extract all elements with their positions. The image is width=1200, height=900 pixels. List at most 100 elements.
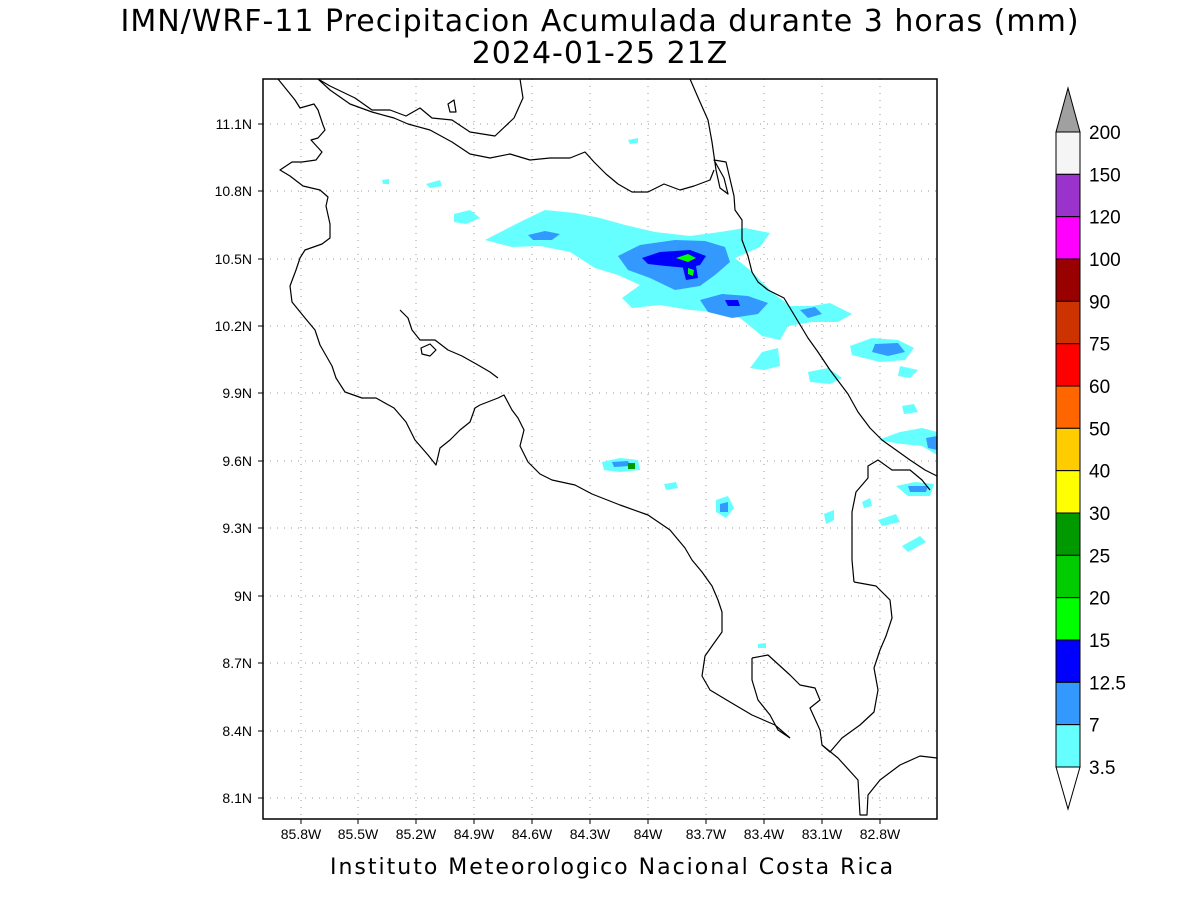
lat-label: 9N bbox=[234, 588, 252, 604]
colorbar-label: 30 bbox=[1089, 504, 1110, 525]
rain-area-east-coast-2 bbox=[902, 404, 918, 414]
lat-label: 9.6N bbox=[222, 453, 252, 469]
colorbar-swatch bbox=[1055, 681, 1081, 726]
lon-label: 83.1W bbox=[802, 826, 843, 842]
colorbar-label: 40 bbox=[1089, 462, 1110, 483]
colorbar-swatch bbox=[1055, 131, 1081, 175]
colorbar-swatch bbox=[1055, 470, 1081, 514]
rain-area-central-1-15mm bbox=[628, 463, 635, 469]
colorbar-swatch bbox=[1055, 597, 1081, 641]
colorbar-label: 15 bbox=[1089, 631, 1110, 652]
lat-label: 10.8N bbox=[215, 183, 252, 199]
rain-area-north-small-3 bbox=[628, 138, 638, 144]
colorbar-label: 20 bbox=[1089, 589, 1110, 610]
colorbar-label: 3.5 bbox=[1089, 758, 1115, 779]
lon-label: 84W bbox=[634, 826, 664, 842]
rain-area-central-3 bbox=[664, 482, 678, 490]
panama-border-line bbox=[851, 459, 931, 583]
rain-area-south-small-5 bbox=[758, 643, 766, 648]
rain-area-south-2 bbox=[878, 514, 900, 526]
nicaragua-border-line bbox=[277, 78, 481, 466]
colorbar-top-arrow bbox=[1055, 86, 1081, 133]
precipitation-areas bbox=[382, 138, 937, 648]
rain-area-east-coast-1-7mm bbox=[926, 436, 937, 450]
lat-label: 10.2N bbox=[215, 318, 252, 334]
island-2 bbox=[447, 99, 457, 113]
colorbar-swatch bbox=[1055, 173, 1081, 218]
institution-footer: Instituto Meteorologico Nacional Costa R… bbox=[330, 855, 896, 880]
lat-label: 8.1N bbox=[222, 790, 252, 806]
colorbar-label: 25 bbox=[1089, 546, 1110, 567]
rain-area-north-band-12mm-a bbox=[642, 250, 706, 268]
lon-label: 84.3W bbox=[570, 826, 611, 842]
rain-area-north-band-7mm-c bbox=[528, 231, 560, 240]
map-title: IMN/WRF-11 Precipitacion Acumulada duran… bbox=[120, 4, 1080, 39]
rain-area-northeast-1-7mm bbox=[872, 343, 905, 356]
lon-label: 83.7W bbox=[686, 826, 727, 842]
rain-area-north-small-1 bbox=[454, 210, 480, 224]
colorbar-swatch bbox=[1055, 385, 1081, 429]
lon-label: 84.9W bbox=[454, 826, 495, 842]
colorbar-swatch bbox=[1055, 639, 1081, 683]
lon-label: 85.8W bbox=[281, 826, 322, 842]
lon-label: 85.2W bbox=[396, 826, 437, 842]
lat-label: 10.5N bbox=[215, 251, 252, 267]
lat-label: 9.3N bbox=[222, 520, 252, 536]
colorbar-swatch bbox=[1055, 300, 1081, 345]
rain-area-east-coast-1 bbox=[878, 428, 937, 455]
san-juan-river bbox=[317, 78, 715, 193]
colorbar-label: 200 bbox=[1089, 123, 1121, 144]
rain-area-east-coast-3-7mm bbox=[908, 486, 928, 492]
colorbar-label: 100 bbox=[1089, 250, 1121, 271]
rain-area-north-band-12mm-c bbox=[725, 300, 740, 306]
colorbar-label: 7 bbox=[1089, 716, 1100, 737]
rain-area-north-small-4 bbox=[382, 179, 389, 184]
pacific-coast-central bbox=[479, 394, 791, 739]
coastlines-and-borders bbox=[277, 78, 938, 816]
map-subtitle: 2024-01-25 21Z bbox=[471, 36, 729, 71]
nicoya-gulf-line bbox=[399, 309, 499, 379]
lat-label: 11.1N bbox=[216, 116, 252, 132]
colorbar-label: 75 bbox=[1089, 335, 1110, 356]
osa-peninsula bbox=[751, 581, 893, 753]
colorbar-swatch bbox=[1055, 216, 1081, 260]
rain-area-north-band-15mm-a bbox=[676, 254, 696, 262]
rain-area-south-1 bbox=[824, 510, 834, 524]
caribbean-coast bbox=[317, 78, 938, 477]
colorbar-label: 60 bbox=[1089, 377, 1110, 398]
map-grid bbox=[263, 79, 937, 819]
colorbar-label: 50 bbox=[1089, 419, 1110, 440]
colorbar-swatch bbox=[1055, 512, 1081, 556]
colorbar-label: 90 bbox=[1089, 292, 1110, 313]
colorbar-swatch bbox=[1055, 427, 1081, 472]
colorbar-swatch bbox=[1055, 724, 1081, 768]
colorbar-bottom-arrow bbox=[1055, 766, 1081, 811]
colorbar-swatch bbox=[1055, 554, 1081, 599]
rain-area-central-2-7mm bbox=[720, 502, 728, 512]
map-frame bbox=[262, 78, 938, 820]
lat-label: 8.4N bbox=[222, 723, 252, 739]
panama-south-coast bbox=[821, 744, 938, 816]
lon-label: 84.6W bbox=[512, 826, 553, 842]
rain-area-northeast-2 bbox=[808, 368, 842, 384]
island-1 bbox=[420, 343, 437, 357]
rain-area-north-band-7mm-d bbox=[800, 307, 822, 318]
rain-area-south-4 bbox=[862, 498, 872, 508]
rain-area-north-band-15mm-b bbox=[688, 268, 694, 276]
burica-line bbox=[751, 658, 791, 739]
colorbar-swatch bbox=[1055, 343, 1081, 387]
lon-label: 83.4W bbox=[744, 826, 785, 842]
rain-area-northeast-3 bbox=[750, 348, 780, 370]
rain-area-northeast-4 bbox=[898, 366, 918, 378]
colorbar-label: 12.5 bbox=[1089, 673, 1126, 694]
rain-area-south-3 bbox=[902, 536, 926, 552]
rain-area-central-1-7mm bbox=[612, 461, 630, 467]
lon-label: 82.8W bbox=[860, 826, 901, 842]
lon-label: 85.5W bbox=[338, 826, 379, 842]
colorbar-label: 120 bbox=[1089, 208, 1121, 229]
lat-label: 8.7N bbox=[222, 655, 252, 671]
colorbar-legend: 200 150 120 100 90 75 60 50 40 30 25 20 15 12.5 7 3.5 bbox=[1055, 86, 1126, 811]
lat-label: 9.9N bbox=[222, 385, 252, 401]
colorbar-label: 150 bbox=[1089, 165, 1121, 186]
